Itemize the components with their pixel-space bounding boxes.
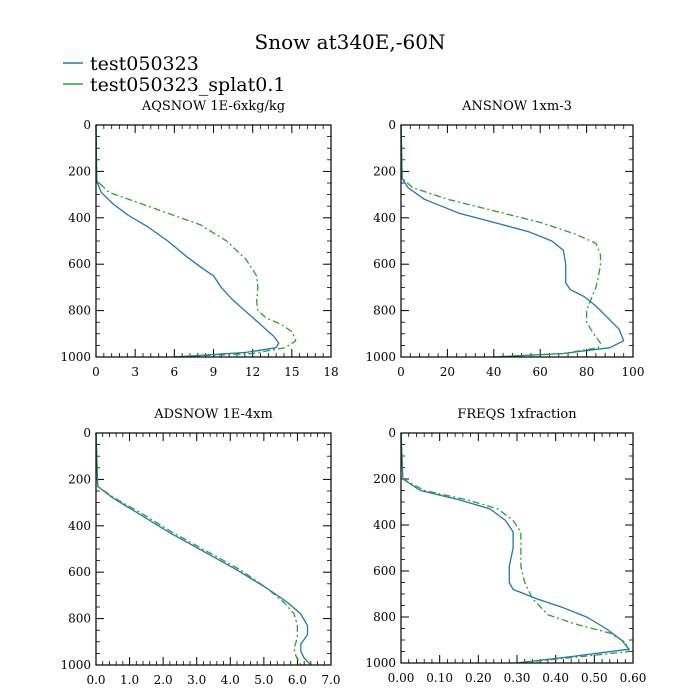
panel-title: FREQS 1xfraction [457,407,577,422]
panels: AQSNOW 1E-6xkg/kg0 3 6 9 12 15 180200400600800… [60,99,646,687]
panel-1: AQSNOW 1E-6xkg/kg 0 3 6 9 12 15 18 0 200 400 600 800… [60,99,338,379]
y-tick-label: 600 [373,564,396,578]
x-tick-label: 80 [579,365,594,379]
y-tick-label: 0 [388,118,396,132]
x-tick-label: 2.0 [154,673,173,687]
x-tick-label: 60 [533,365,548,379]
x-tick-label: 6 [171,365,179,379]
series-line-green [95,124,297,358]
panel-4: FREQS 1xfraction 0.00 0.10 0.20 0.30 0.40 0.50… [365,407,646,685]
y-tick-label: 200 [373,472,396,486]
x-tick-label: 12 [245,365,260,379]
x-tick-label: 0.30 [504,671,531,685]
y-tick-label: 800 [373,304,396,318]
plot-frame [400,432,634,664]
x-tick-label: 15 [284,365,299,379]
x-tick-label: 100 [622,365,645,379]
panel-title: ADSNOW 1E-4xm [153,407,273,422]
legend-label-green: test050323_splat0.1 [90,74,285,96]
x-tick-label: 0 [92,365,100,379]
x-tick-label: 0.0 [86,673,105,687]
x-tick-label: 20 [440,365,455,379]
x-tick-label: 0.10 [426,671,453,685]
x-tick-label: 0 [397,365,405,379]
figure-title: Snow at340E,-60N [255,30,446,54]
y-tick-label: 600 [68,257,91,271]
series-line-blue [400,124,625,358]
y-tick-label: 200 [68,164,91,178]
x-tick-label: 4.0 [221,673,240,687]
y-tick-label: 400 [373,518,396,532]
y-tick-label: 1000 [60,350,91,364]
y-tick-label: 200 [68,472,91,486]
x-tick-label: 0.60 [620,671,647,685]
legend-label-blue: test050323 [90,53,199,75]
y-tick-label: 0 [83,118,91,132]
panel-2: ANSNOW 1xm-30 20 40 60 80 1000200400600800100… [365,99,644,379]
plot-frame [95,124,332,358]
y-tick-label: 600 [68,565,91,579]
x-tick-label: 40 [486,365,501,379]
x-tick-label: 0.00 [388,671,415,685]
y-tick-label: 800 [68,612,91,626]
x-tick-label: 3 [131,365,139,379]
y-tick-label: 1000 [365,350,396,364]
y-tick-label: 600 [373,257,396,271]
x-tick-label: 0.50 [581,671,608,685]
x-tick-label: 7.0 [321,673,340,687]
y-tick-label: 400 [373,211,396,225]
y-tick-label: 400 [68,211,91,225]
y-tick-label: 200 [373,164,396,178]
series-line-blue [95,432,312,666]
panel-title: ANSNOW 1xm-3 [461,99,572,114]
series-line-green [95,432,302,666]
x-tick-label: 0.40 [542,671,569,685]
x-tick-label: 5.0 [254,673,273,687]
y-tick-label: 0 [83,426,91,440]
y-tick-label: 0 [388,426,396,440]
y-tick-label: 1000 [60,658,91,672]
x-tick-label: 1.0 [120,673,139,687]
series-line-blue [95,124,280,358]
y-tick-label: 400 [68,519,91,533]
panel-3: ADSNOW 1E-4xm 0.0 1.0 2.0 3.0 4.0 5.0 6.0 7.0 0 20… [60,407,340,687]
y-tick-label: 800 [68,304,91,318]
y-tick-label: 800 [373,610,396,624]
plot-frame [95,432,332,666]
plot-frame [400,124,634,358]
x-tick-label: 0.20 [465,671,492,685]
series-line-green [400,432,630,664]
x-tick-label: 3.0 [187,673,206,687]
x-tick-label: 18 [323,365,338,379]
legend: test050323 test050323_splat0.1 [63,53,285,96]
y-tick-label: 1000 [365,656,396,670]
x-tick-label: 9 [210,365,218,379]
series-line-green [400,124,602,358]
x-tick-label: 6.0 [288,673,307,687]
panel-title: AQSNOW 1E-6xkg/kg [141,99,285,114]
